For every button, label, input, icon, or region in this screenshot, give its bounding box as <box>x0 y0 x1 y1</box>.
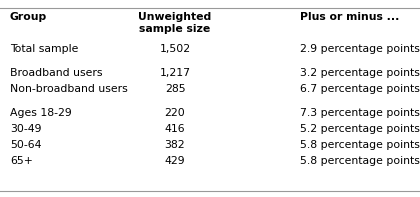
Text: 5.8 percentage points: 5.8 percentage points <box>300 140 420 150</box>
Text: 382: 382 <box>165 140 185 150</box>
Text: 429: 429 <box>165 156 185 166</box>
Text: Unweighted
sample size: Unweighted sample size <box>138 12 212 34</box>
Text: 7.3 percentage points: 7.3 percentage points <box>300 108 420 118</box>
Text: Total sample: Total sample <box>10 44 79 54</box>
Text: 30-49: 30-49 <box>10 124 42 134</box>
Text: 285: 285 <box>165 84 185 94</box>
Text: 6.7 percentage points: 6.7 percentage points <box>300 84 420 94</box>
Text: 220: 220 <box>165 108 185 118</box>
Text: 3.2 percentage points: 3.2 percentage points <box>300 68 420 78</box>
Text: 5.2 percentage points: 5.2 percentage points <box>300 124 420 134</box>
Text: 416: 416 <box>165 124 185 134</box>
Text: 65+: 65+ <box>10 156 33 166</box>
Text: Plus or minus ...: Plus or minus ... <box>300 12 399 22</box>
Text: Group: Group <box>10 12 47 22</box>
Text: Broadband users: Broadband users <box>10 68 102 78</box>
Text: 50-64: 50-64 <box>10 140 42 150</box>
Text: 1,217: 1,217 <box>160 68 191 78</box>
Text: Ages 18-29: Ages 18-29 <box>10 108 72 118</box>
Text: 5.8 percentage points: 5.8 percentage points <box>300 156 420 166</box>
Text: 1,502: 1,502 <box>160 44 191 54</box>
Text: 2.9 percentage points: 2.9 percentage points <box>300 44 420 54</box>
Text: Non-broadband users: Non-broadband users <box>10 84 128 94</box>
